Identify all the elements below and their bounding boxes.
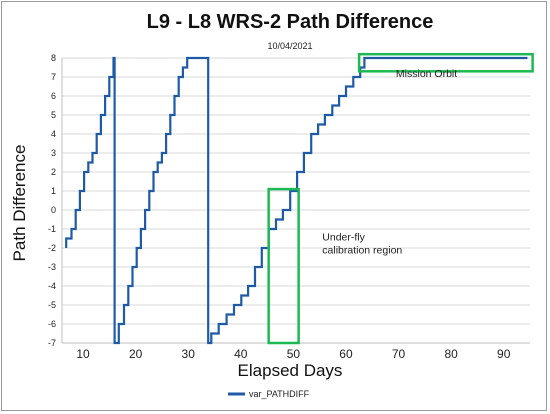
chart-title: L9 - L8 WRS-2 Path Difference <box>147 11 434 33</box>
y-tick-label: -4 <box>48 281 56 291</box>
x-tick-label: 20 <box>129 347 143 361</box>
legend-label: var_PATHDIFF <box>249 389 310 399</box>
series-layer <box>65 56 528 345</box>
annotation-text: Mission Orbit <box>396 68 457 80</box>
x-tick-label: 70 <box>392 347 406 361</box>
x-tick-label: 80 <box>444 347 458 361</box>
y-tick-label: 1 <box>51 186 56 196</box>
y-tick-label: 0 <box>51 205 56 215</box>
x-axis-label: Elapsed Days <box>238 361 343 380</box>
x-tick-label: 90 <box>497 347 511 361</box>
gridlines <box>62 57 530 344</box>
y-tick-label: 7 <box>51 72 56 82</box>
legend: var_PATHDIFF <box>228 389 310 399</box>
y-tick-label: 2 <box>51 167 56 177</box>
series-line-var_PATHDIFF <box>65 56 528 345</box>
y-tick-label: -7 <box>48 338 56 348</box>
x-tick-label: 10 <box>76 347 90 361</box>
y-tick-label: 3 <box>51 148 56 158</box>
y-tick-label: 4 <box>51 129 56 139</box>
y-tick-label: 8 <box>51 53 56 63</box>
y-tick-label: -3 <box>48 262 56 272</box>
y-tick-label: 6 <box>51 91 56 101</box>
y-tick-label: -1 <box>48 224 56 234</box>
y-axis-label: Path Difference <box>10 145 29 262</box>
annotation-text: Under-fly <box>322 231 365 243</box>
y-tick-label: 5 <box>51 110 56 120</box>
y-tick-label: -2 <box>48 243 56 253</box>
annotation-text: calibration region <box>322 244 402 256</box>
annotation-box <box>267 187 300 345</box>
annotation-box <box>357 52 534 73</box>
x-tick-label: 40 <box>234 347 248 361</box>
y-tick-label: -5 <box>48 300 56 310</box>
y-tick-labels: -7 -6 -5 -4 -3 -2 -1 0 1 2 3 4 5 6 7 8 <box>48 53 56 348</box>
x-tick-label: 30 <box>182 347 196 361</box>
x-tick-label: 50 <box>287 347 301 361</box>
chart-subtitle: 10/04/2021 <box>267 41 312 51</box>
x-tick-label: 60 <box>339 347 353 361</box>
axes <box>61 58 530 344</box>
x-tick-labels: 10 20 30 40 50 60 70 80 90 <box>76 347 510 361</box>
y-tick-label: -6 <box>48 319 56 329</box>
